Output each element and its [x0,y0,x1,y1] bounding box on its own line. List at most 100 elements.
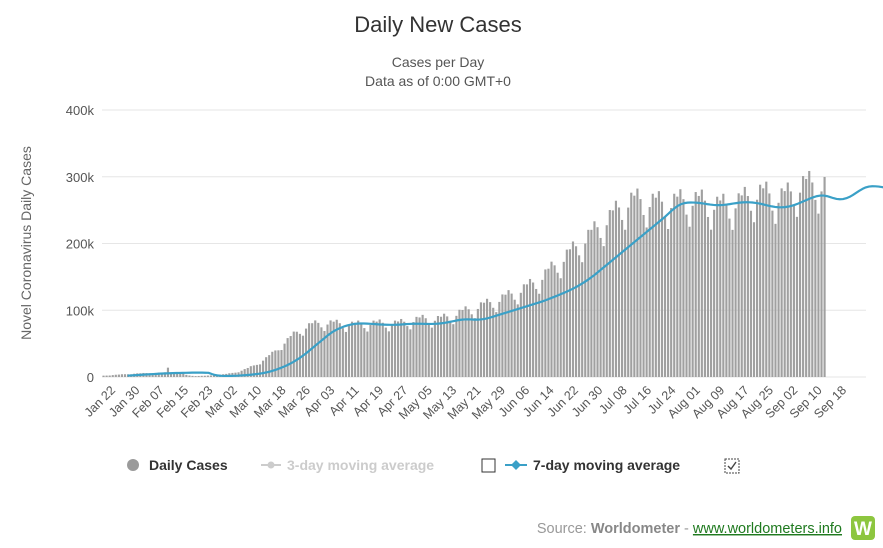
daily-cases-bar [706,216,710,377]
daily-cases-bar [323,330,326,377]
daily-cases-bar [713,209,716,377]
y-tick-label: 300k [66,170,95,185]
daily-cases-bar [350,321,354,377]
daily-cases-bar [393,320,397,377]
daily-cases-bar [783,191,786,377]
daily-cases-bar [209,375,212,377]
daily-cases-bar [504,294,507,377]
legend-item-daily-cases[interactable]: Daily Cases [127,457,228,473]
daily-cases-bar [182,373,185,377]
daily-cases-bar [360,323,363,377]
daily-cases-bar [774,223,777,377]
daily-cases-bar [587,229,590,377]
daily-cases-bar [258,364,262,377]
daily-cases-bar [642,214,645,377]
daily-cases-bar [700,189,703,377]
legend-3day-marker [267,461,275,469]
daily-cases-bar [492,307,495,377]
daily-cases-bar [667,229,670,377]
source-separator: - [680,521,693,537]
daily-cases-bar [240,370,243,377]
daily-cases-bar [482,302,486,377]
daily-cases-bar [611,210,614,377]
legend-item-7day-average[interactable]: 7-day moving average [505,457,680,473]
daily-cases-bar [694,192,697,377]
daily-cases-bar [403,321,406,377]
chart-title: Daily New Cases [354,12,522,37]
daily-cases-bar [151,373,154,377]
chart-subtitle-line-1: Cases per Day [392,54,485,70]
daily-cases-bar [262,360,265,377]
daily-cases-bar [274,350,277,377]
daily-cases-bar [814,199,817,377]
daily-cases-bar [743,186,746,377]
daily-cases-bar [397,321,400,377]
daily-cases-bar [280,350,283,377]
legend-7day-label: 7-day moving average [533,457,680,473]
legend-checkbox-checked-icon[interactable] [724,458,740,474]
legend-checkbox[interactable] [481,458,496,473]
source-link[interactable]: www.worldometers.info [692,521,842,537]
daily-cases-bar [670,208,673,377]
daily-cases-bar [176,372,179,377]
daily-cases-bar [513,299,516,377]
daily-cases-bar [676,196,679,377]
daily-cases-bar [249,366,252,377]
daily-cases-bar [252,365,255,377]
daily-cases-bar [571,241,575,377]
daily-cases-bar [191,375,194,377]
daily-cases-bar [363,328,366,377]
daily-cases-bar [651,193,654,377]
daily-cases-bar [663,217,667,377]
y-tick-label: 0 [87,370,94,385]
daily-cases-bar [412,322,415,377]
daily-cases-bar [746,196,749,377]
daily-cases-bar [298,333,301,377]
daily-cases-bar [381,322,384,377]
daily-cases-bar [292,331,295,377]
daily-cases-bar [455,315,458,377]
daily-cases-bar [384,327,387,377]
daily-cases-bar [160,372,163,377]
daily-cases-bar [802,176,805,377]
daily-cases-bar [685,214,688,377]
daily-cases-bar [522,284,525,377]
daily-cases-bar [179,372,182,377]
daily-cases-bar [648,207,651,377]
daily-cases-bar [436,316,440,377]
daily-cases-bar [516,304,519,377]
daily-cases-bar [541,279,544,377]
daily-cases-bar [596,227,599,377]
daily-cases-bar [639,199,642,377]
source-text: Source: Worldometer - www.worldometers.i… [537,521,842,537]
daily-cases-bar [792,205,795,377]
daily-cases-bar [553,265,556,377]
daily-cases-bar [344,331,347,377]
daily-cases-bar [375,321,378,377]
daily-cases-bar [406,326,409,377]
daily-cases-bar [786,182,789,377]
daily-cases-bar [679,189,682,377]
daily-cases-bar [400,318,403,377]
daily-cases-bar [206,375,209,377]
daily-cases-bar [332,321,335,377]
daily-cases-bar [335,319,338,377]
daily-cases-bar [338,323,341,377]
daily-cases-bar [243,369,246,377]
daily-cases-bar [550,261,553,377]
source-prefix: Source: [537,521,591,537]
daily-cases-bar [378,319,381,377]
daily-cases-bar [725,203,728,377]
daily-cases-bar [654,197,657,377]
daily-cases-bar [593,221,596,377]
daily-cases-bar [544,269,547,377]
daily-cases-bar [268,355,271,377]
legend-item-3day-average[interactable]: 3-day moving average [261,457,434,473]
daily-cases-bar [421,314,424,377]
daily-cases-bar [823,176,826,377]
daily-cases-bar [805,178,808,377]
daily-cases-bar [464,306,467,377]
legend-daily-cases-marker [127,459,139,471]
daily-cases-bar [255,364,259,377]
daily-cases-bar [485,298,489,377]
